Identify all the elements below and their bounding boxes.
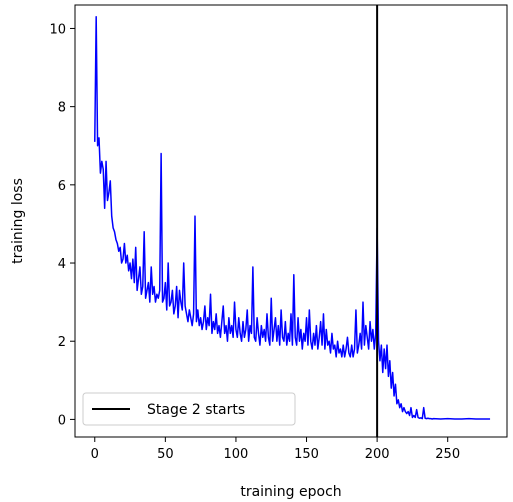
y-tick-label: 2: [58, 335, 66, 350]
x-axis-label: training epoch: [240, 484, 341, 500]
x-tick-label: 0: [91, 447, 99, 462]
y-tick-label: 10: [49, 22, 66, 37]
x-tick-label: 100: [224, 447, 249, 462]
y-tick-label: 8: [58, 101, 66, 116]
axes-frame: [74, 4, 508, 438]
legend-box: [82, 392, 296, 426]
data-layer: [94, 5, 491, 437]
x-tick-label: 50: [157, 447, 174, 462]
legend-label-stage-2: Stage 2 starts: [147, 402, 245, 418]
y-tick-label: 0: [58, 413, 66, 428]
x-tick-label: 250: [435, 447, 460, 462]
x-tick-label: 150: [294, 447, 319, 462]
y-tick-label: 4: [58, 257, 66, 272]
legend: Stage 2 starts: [82, 392, 296, 426]
series-line-0: [94, 15, 491, 420]
x-axis-ticks: 0 50 100 150 200 250: [91, 437, 460, 462]
y-axis-ticks: 0 2 4 6 8 10: [49, 22, 75, 428]
y-axis-label: training loss: [10, 178, 26, 264]
y-tick-label: 6: [58, 179, 66, 194]
x-tick-label: 200: [365, 447, 390, 462]
plot-area: [74, 4, 508, 438]
